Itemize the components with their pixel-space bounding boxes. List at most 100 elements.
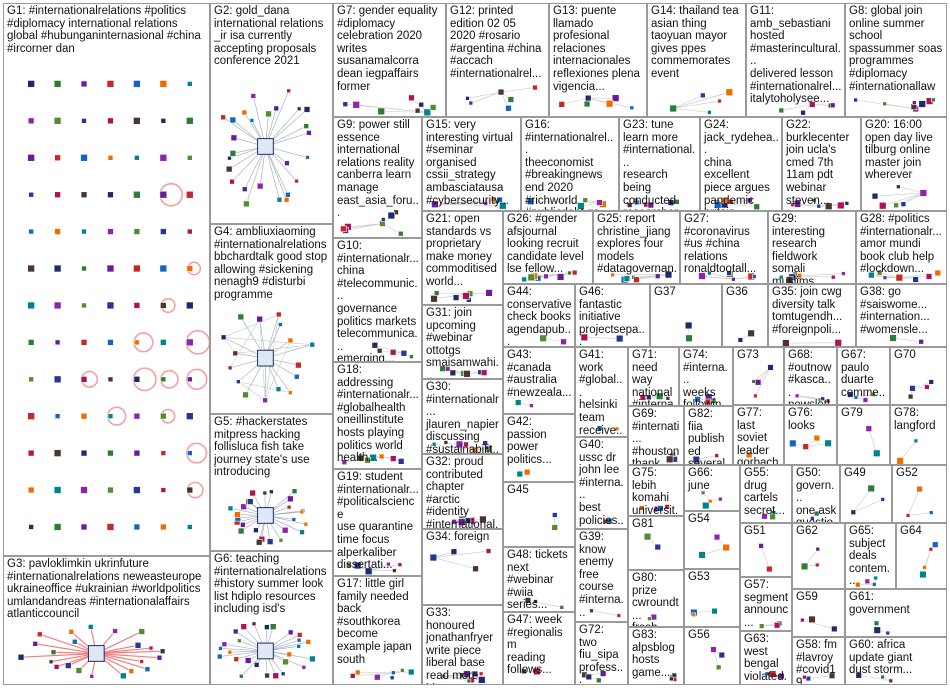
graph-node [230,134,238,142]
graph-node [159,648,166,654]
graph-node [867,484,875,493]
group-label: G39: know enemy free course #interna... [579,531,624,619]
graph-node [229,116,237,124]
graph-node [106,80,115,88]
graph-node [357,454,364,462]
graph-node [237,313,245,321]
graph-node [912,276,919,283]
graph-node [408,94,415,102]
group-g64: G64 [896,523,947,589]
graph-node [54,228,61,235]
graph-node [107,376,114,383]
group-graph-g75 [639,504,670,513]
graph-node [107,155,114,161]
graph-edge [805,442,829,447]
graph-node [655,392,664,400]
graph-node [423,108,432,116]
graph-node [128,668,135,674]
graph-node [27,486,35,494]
graph-node [443,440,449,445]
group-graph-g23 [626,197,680,209]
graph-node [831,625,838,633]
graph-node [53,449,62,457]
graph-node [924,384,930,390]
group-graph-g15 [431,196,507,210]
graph-node [533,599,538,604]
graph-node [242,391,249,399]
group-graph-g79 [865,425,881,457]
group-label: G13: puente llamado profesional relacion… [553,5,640,93]
graph-node [353,561,362,570]
group-g13: G13: puente llamado profesional relacion… [549,3,647,117]
graph-node [764,671,770,676]
graph-node [54,413,61,419]
group-label: G70 [894,349,916,361]
graph-node [418,101,424,108]
graph-edge [755,367,771,397]
graph-node [896,184,901,190]
group-g77: G77: last soviet leader gorbach... [733,405,784,465]
graph-node [106,301,115,310]
group-g19: G19: student #internationalr... #politic… [333,469,422,576]
graph-node [249,118,255,123]
graph-edge [238,381,266,401]
graph-node [800,109,806,116]
group-label: G28: #politics #internationalr... amor m… [860,213,942,276]
group-g72: G72: two fiu_sipa profess... alumna... [575,622,628,685]
graph-node [429,553,438,562]
graph-node [758,623,765,629]
group-graph-g54 [698,533,730,559]
graph-node [296,632,303,638]
graph-node [48,659,54,665]
group-label: G32: proud contributed chapter #arctic #… [426,456,499,529]
group-label: G2: gold_dana international relations _i… [214,5,324,68]
graph-node [139,659,144,664]
graph-node [89,674,94,679]
graph-node [376,347,383,354]
graph-node [341,459,348,465]
graph-node [737,337,744,343]
group-label: G11: amb_sebastiani hosted #masterincult… [750,5,842,106]
graph-node [844,201,850,206]
graph-node [871,392,876,397]
graph-node [718,651,726,659]
group-g55: G55: drug cartels secret... [740,465,792,523]
graph-node [247,498,254,505]
graph-node [752,274,757,279]
group-graph-g25 [610,270,673,283]
graph-node [463,370,471,378]
graph-edge [907,512,932,516]
graph-node [768,670,777,678]
graph-node [472,565,479,572]
graph-node [281,526,289,534]
graph-edge [798,275,834,278]
group-graph-g48 [524,597,565,610]
graph-edge [265,146,280,200]
graph-node [53,117,62,125]
graph-node [471,446,479,453]
group-g2: G2: gold_dana international relations _i… [210,3,333,224]
group-g61: G61: government [845,589,947,637]
graph-node [451,519,457,525]
graph-node [225,165,233,173]
group-graph-g77 [745,451,753,459]
graph-node [250,93,257,99]
group-graph-g9 [340,209,404,237]
graph-node [639,505,645,511]
graph-node [236,379,241,384]
graph-edge [265,146,287,200]
group-g63: G63: west bengal violated... [740,631,792,685]
graph-edge [591,610,619,616]
group-label: G18: addressing #internationalr... #glob… [337,364,419,465]
graph-node [825,202,833,210]
graph-node [480,369,488,376]
graph-node [294,178,299,184]
graph-node [256,182,264,190]
group-label: G30: #internationalr... jlauren_napier d… [426,381,499,454]
graph-node [241,186,248,192]
graph-node [80,191,88,198]
group-graph-g26 [521,269,578,283]
graph-node [342,101,349,107]
group-g27: G27: #coronavirus #us #china relations r… [680,211,768,284]
group-g20: G20: 16:00 open day live tilburg online … [861,117,947,211]
